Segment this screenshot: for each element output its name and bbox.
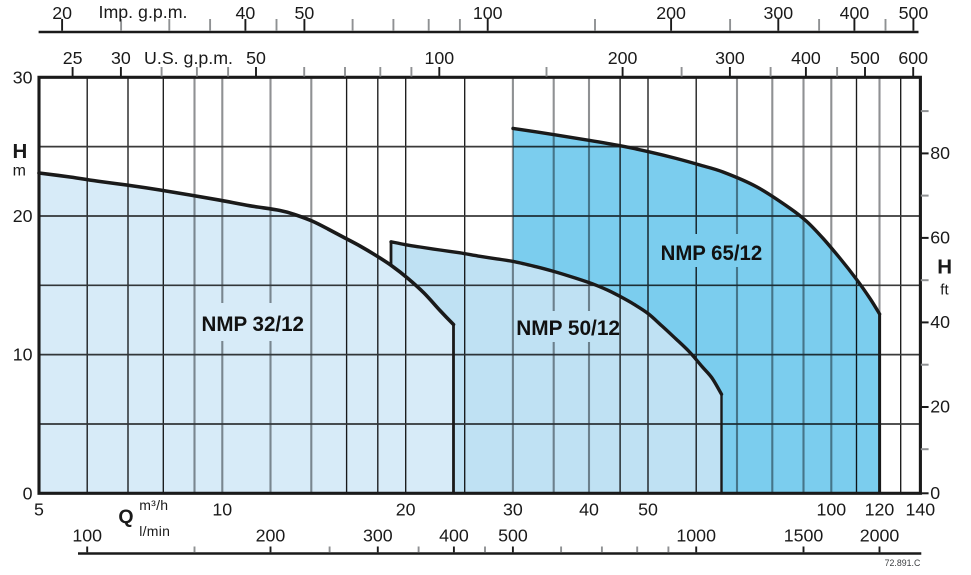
svg-text:500: 500 <box>850 48 880 68</box>
svg-text:100: 100 <box>473 3 503 23</box>
svg-text:300: 300 <box>715 48 745 68</box>
svg-text:100: 100 <box>72 525 102 545</box>
svg-text:25: 25 <box>63 48 83 68</box>
svg-text:400: 400 <box>791 48 821 68</box>
svg-text:40: 40 <box>579 500 599 520</box>
svg-text:m: m <box>13 163 26 180</box>
svg-text:200: 200 <box>656 3 686 23</box>
svg-text:140: 140 <box>905 500 935 520</box>
svg-text:100: 100 <box>816 500 846 520</box>
svg-text:500: 500 <box>899 3 929 23</box>
svg-text:H: H <box>937 255 952 278</box>
svg-text:50: 50 <box>638 500 658 520</box>
svg-text:0: 0 <box>23 483 33 503</box>
svg-text:1500: 1500 <box>784 525 824 545</box>
svg-text:40: 40 <box>236 3 256 23</box>
svg-text:20: 20 <box>396 500 416 520</box>
svg-text:80: 80 <box>930 143 950 163</box>
svg-text:400: 400 <box>439 525 469 545</box>
svg-text:0: 0 <box>930 483 940 503</box>
svg-text:NMP 65/12: NMP 65/12 <box>661 242 763 265</box>
svg-text:50: 50 <box>246 48 266 68</box>
svg-text:400: 400 <box>840 3 870 23</box>
svg-text:72.891.C: 72.891.C <box>885 558 921 568</box>
svg-text:200: 200 <box>256 525 286 545</box>
svg-text:NMP 50/12: NMP 50/12 <box>516 317 620 340</box>
svg-text:5: 5 <box>34 500 44 520</box>
svg-text:10: 10 <box>212 500 232 520</box>
svg-text:l/min: l/min <box>139 523 170 539</box>
svg-text:Q: Q <box>118 506 133 528</box>
svg-text:120: 120 <box>865 500 895 520</box>
svg-text:100: 100 <box>424 48 454 68</box>
svg-text:10: 10 <box>13 345 33 365</box>
svg-text:300: 300 <box>363 525 393 545</box>
svg-text:Imp. g.p.m.: Imp. g.p.m. <box>99 2 188 22</box>
svg-text:1000: 1000 <box>676 525 716 545</box>
svg-text:50: 50 <box>295 3 315 23</box>
svg-text:60: 60 <box>930 227 950 247</box>
svg-text:200: 200 <box>608 48 638 68</box>
svg-text:NMP 32/12: NMP 32/12 <box>202 313 305 336</box>
svg-text:30: 30 <box>111 48 131 68</box>
svg-text:20: 20 <box>930 397 950 417</box>
svg-text:ft: ft <box>940 282 949 299</box>
svg-text:600: 600 <box>898 48 928 68</box>
svg-text:2000: 2000 <box>860 525 900 545</box>
svg-text:500: 500 <box>498 525 528 545</box>
svg-text:30: 30 <box>13 67 33 87</box>
svg-text:U.S. g.p.m.: U.S. g.p.m. <box>144 48 233 68</box>
svg-text:m³/h: m³/h <box>139 497 168 513</box>
svg-text:20: 20 <box>52 3 72 23</box>
svg-text:20: 20 <box>13 206 33 226</box>
svg-text:40: 40 <box>930 312 950 332</box>
svg-text:H: H <box>12 140 27 163</box>
svg-text:30: 30 <box>503 500 523 520</box>
svg-text:300: 300 <box>763 3 793 23</box>
